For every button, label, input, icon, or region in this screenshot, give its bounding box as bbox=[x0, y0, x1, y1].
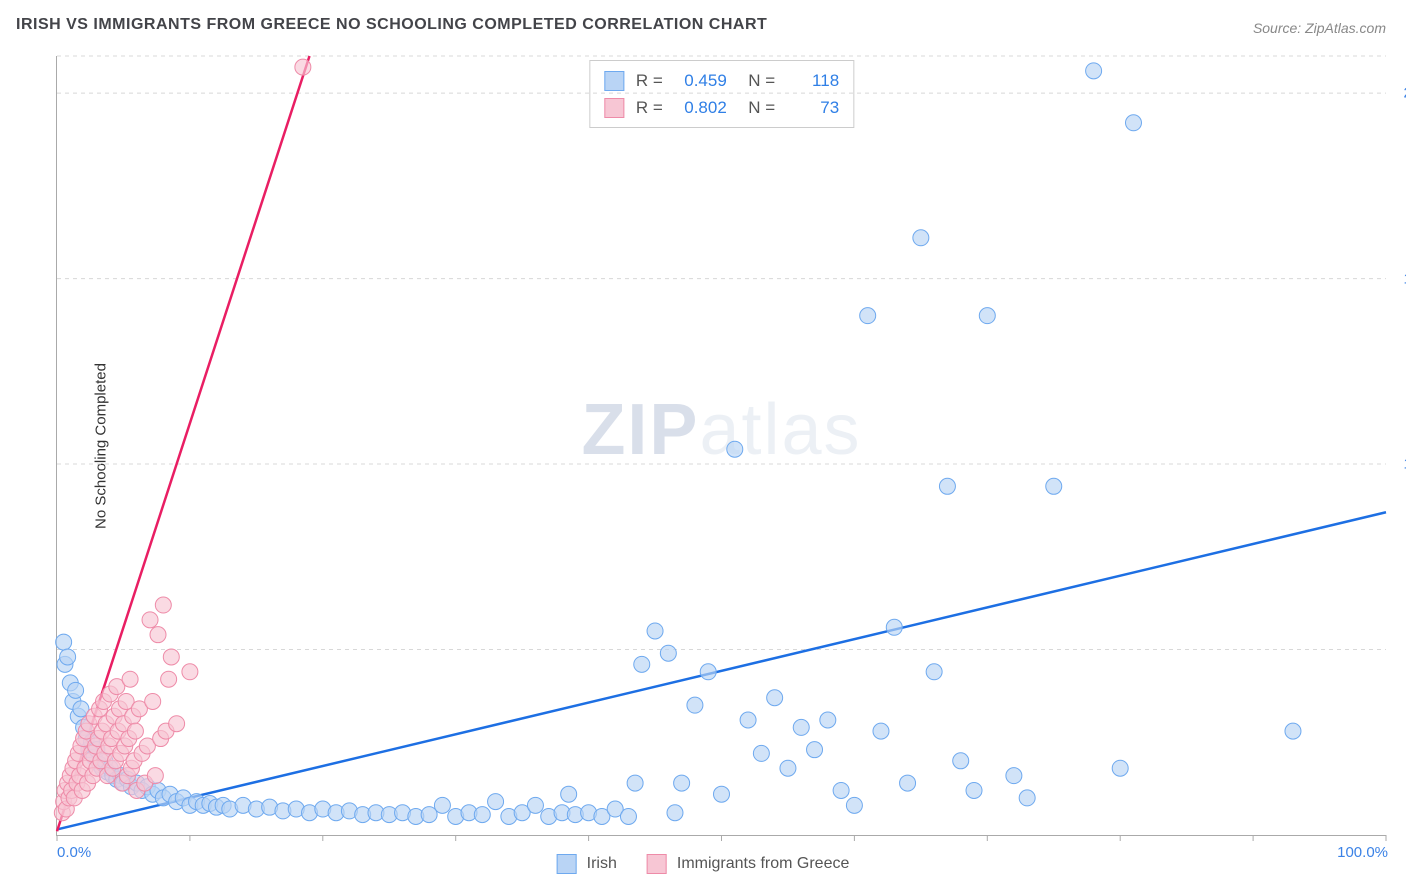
chart-title: IRISH VS IMMIGRANTS FROM GREECE NO SCHOO… bbox=[16, 16, 767, 34]
legend-item-irish: Irish bbox=[557, 854, 617, 874]
chart-svg bbox=[57, 56, 1386, 835]
legend-label-irish: Irish bbox=[587, 855, 617, 873]
swatch-greece-bottom bbox=[647, 854, 667, 874]
x-tick-left: 0.0% bbox=[57, 844, 91, 861]
plot-area: ZIPatlas R = 0.459 N = 118 R = 0.802 N =… bbox=[56, 56, 1386, 836]
swatch-irish-bottom bbox=[557, 854, 577, 874]
x-tick-right: 100.0% bbox=[1337, 844, 1388, 861]
source-label: Source: ZipAtlas.com bbox=[1253, 20, 1386, 36]
series-legend: Irish Immigrants from Greece bbox=[557, 854, 850, 874]
legend-label-greece: Immigrants from Greece bbox=[677, 855, 849, 873]
legend-item-greece: Immigrants from Greece bbox=[647, 854, 849, 874]
chart-container: IRISH VS IMMIGRANTS FROM GREECE NO SCHOO… bbox=[0, 0, 1406, 892]
